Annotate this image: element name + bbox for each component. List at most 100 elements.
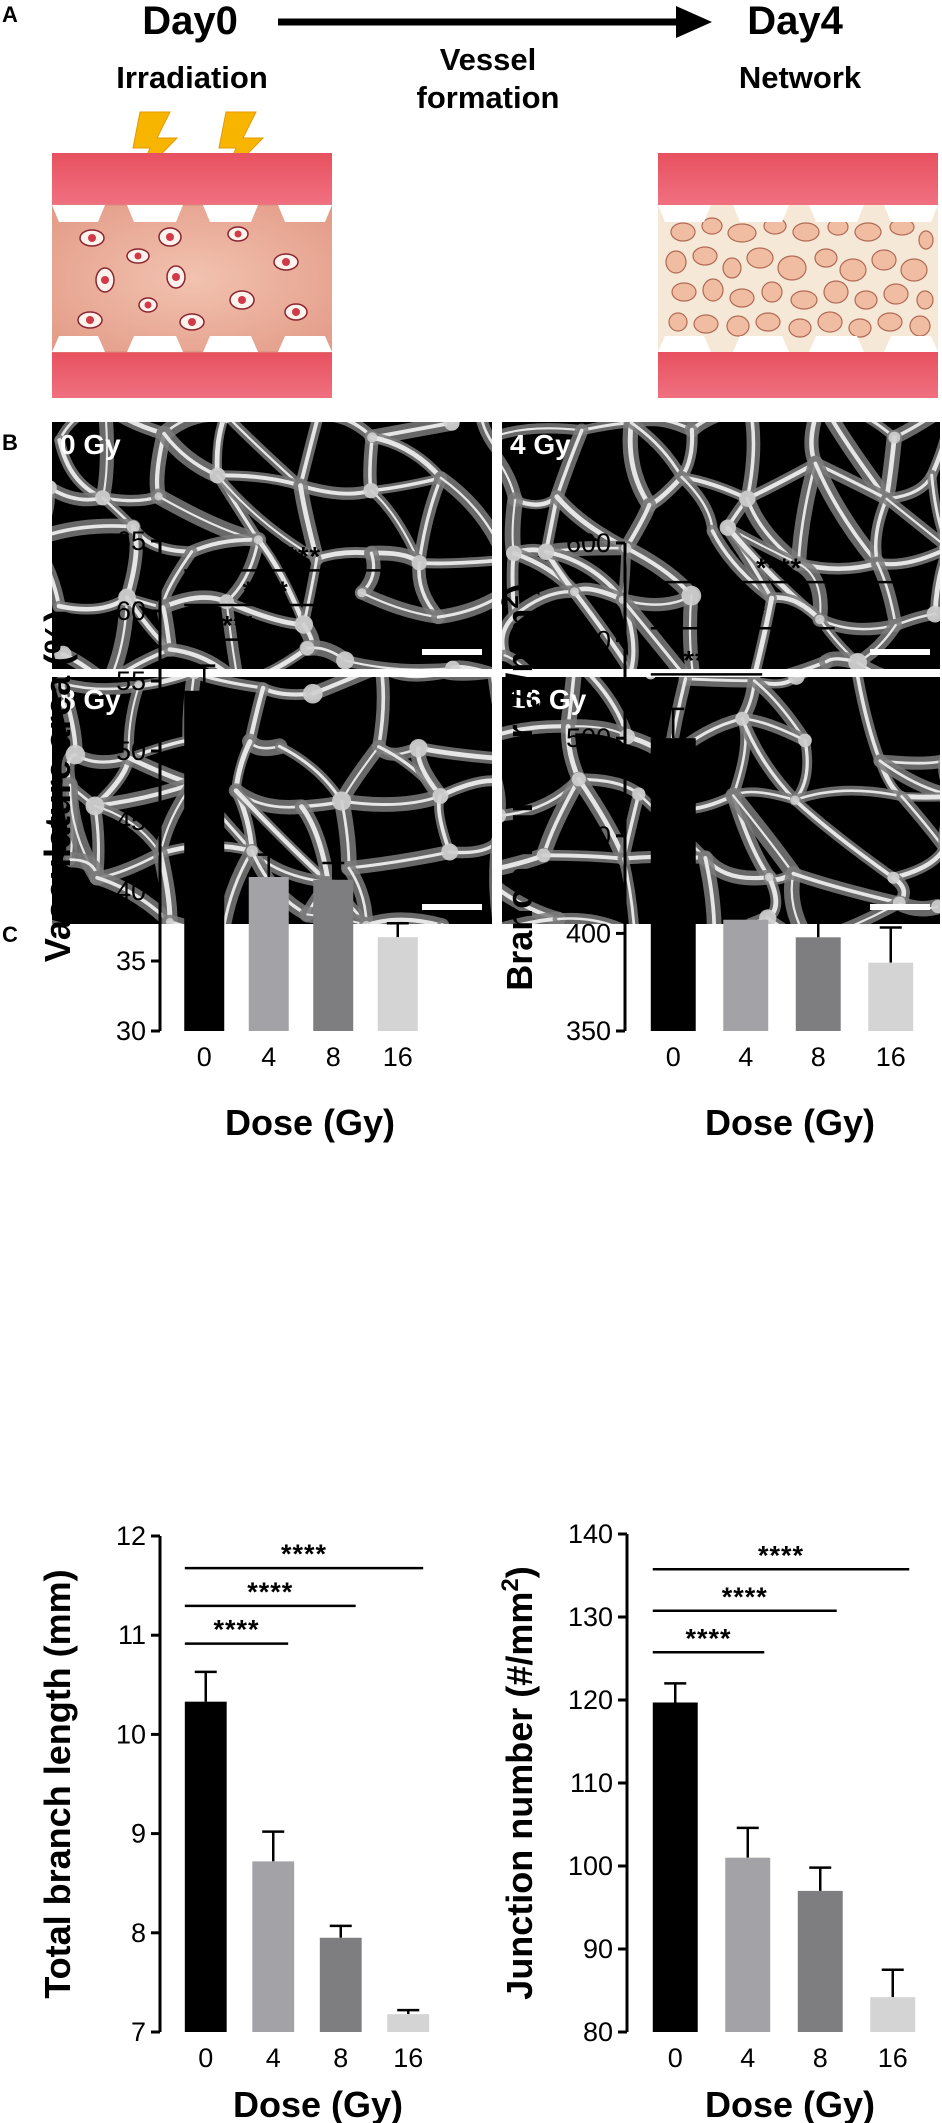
bar [797, 1890, 843, 2032]
y-axis-title: Branch number (#/mm2) [497, 583, 540, 990]
x-tick-label: 8 [813, 2043, 828, 2073]
dose-label: 4 Gy [510, 429, 571, 460]
x-tick-label: 16 [876, 1042, 906, 1072]
dose-label: 16 Gy [510, 684, 587, 715]
y-tick-label: 450 [566, 821, 611, 851]
step-vessel-label-line2: formation [417, 80, 560, 115]
scale-bar [870, 904, 930, 910]
y-tick-label: 7 [131, 2017, 146, 2047]
significance-label: **** [281, 1539, 327, 1569]
y-tick-label: 80 [583, 2017, 613, 2047]
bar [795, 937, 841, 1031]
y-tick-label: 550 [566, 626, 611, 656]
step-vessel-label-line1: Vessel [440, 42, 537, 77]
significance-label: **** [683, 645, 729, 675]
x-axis-title: Dose (Gy) [705, 2084, 875, 2123]
y-tick-label: 35 [116, 946, 146, 976]
bar [652, 1702, 698, 2032]
panel-letter-a: A [2, 2, 18, 27]
bar [723, 919, 769, 1031]
bar-chart-junction-number: 80 90 100 110 120 130 140 0 4 8 16 **** **** **** Junc… [497, 1519, 916, 2123]
x-tick-label: 16 [393, 2043, 423, 2073]
x-axis-title: Dose (Gy) [233, 2084, 403, 2123]
y-tick-label: 350 [566, 1016, 611, 1046]
y-axis-title: Total branch length (mm) [37, 1569, 78, 1998]
y-tick-label: 11 [118, 1620, 146, 1650]
x-tick-label: 8 [811, 1042, 826, 1072]
scale-bar [870, 649, 930, 655]
x-tick-label: 0 [198, 2043, 213, 2073]
bar [377, 937, 418, 1031]
y-tick-label: 400 [566, 918, 611, 948]
chip-day4-network-diagram [658, 153, 938, 398]
y-tick-label: 45 [116, 806, 146, 836]
y-tick-label: 90 [583, 1934, 613, 1964]
y-tick-label: 500 [566, 723, 611, 753]
scale-bar [422, 904, 482, 910]
bar [650, 738, 696, 1031]
y-tick-label: 9 [131, 1819, 146, 1849]
bar-chart-vasculature-area: 30 35 40 45 50 55 60 65 0 4 8 16 **** **** **** Vascula… [37, 526, 418, 1143]
micrograph-tile: 16 Gy [502, 677, 940, 924]
y-axis-title: Junction number (#/mm2) [497, 1566, 540, 1999]
x-tick-label: 16 [383, 1042, 413, 1072]
right-arrow-icon [278, 6, 712, 38]
y-tick-label: 100 [568, 1851, 613, 1881]
y-tick-label: 8 [131, 1918, 146, 1948]
bar [184, 690, 225, 1031]
bar-chart-branch-number: 350 400 450 500 550 600 0 4 8 16 **** **** **** Branc… [497, 528, 914, 1143]
significance-label: **** [685, 1623, 731, 1653]
bar [725, 1857, 771, 2032]
y-tick-label: 10 [116, 1719, 146, 1749]
significance-label: **** [275, 541, 321, 571]
micrograph-tile: 4 Gy [502, 422, 940, 669]
x-tick-label: 4 [740, 2043, 755, 2073]
bar [313, 879, 354, 1031]
day-start-label: Day0 [142, 0, 238, 43]
chip-day0-diagram [52, 153, 332, 398]
bar [868, 962, 914, 1031]
bar [248, 877, 289, 1031]
y-tick-label: 65 [116, 526, 146, 556]
y-tick-label: 60 [116, 596, 146, 626]
y-tick-label: 55 [116, 666, 146, 696]
significance-label: **** [756, 553, 802, 583]
y-tick-label: 40 [116, 876, 146, 906]
panel-letter-c: C [2, 922, 18, 947]
bar [319, 1937, 362, 2032]
significance-label: **** [247, 1577, 293, 1607]
x-tick-label: 4 [266, 2043, 281, 2073]
y-tick-label: 12 [116, 1521, 146, 1551]
bar-chart-total-branch-length: 7 8 9 10 11 12 0 4 8 16 **** **** **** Total branch l… [37, 1521, 430, 2123]
micrograph-grid: 0 Gy 4 Gy 8 Gy 16 Gy [52, 422, 940, 924]
y-tick-label: 120 [568, 1685, 613, 1715]
significance-label: **** [758, 1540, 804, 1570]
y-tick-label: 140 [568, 1519, 613, 1549]
x-tick-label: 0 [666, 1042, 681, 1072]
scale-bar [422, 649, 482, 655]
step-network-label: Network [739, 60, 862, 95]
significance-label: **** [722, 1582, 768, 1612]
significance-label: **** [213, 1615, 259, 1645]
significance-label: **** [210, 611, 256, 641]
y-tick-label: 130 [568, 1602, 613, 1632]
micrograph-tile: 0 Gy [52, 422, 492, 669]
panel-letter-b: B [2, 430, 18, 455]
y-tick-label: 600 [566, 528, 611, 558]
x-tick-label: 8 [333, 2043, 348, 2073]
bar [870, 1997, 916, 2032]
y-axis-title: Vasculature area (%) [37, 610, 78, 962]
dose-label: 8 Gy [60, 684, 121, 715]
x-axis-title: Dose (Gy) [705, 1102, 875, 1143]
x-tick-label: 8 [326, 1042, 341, 1072]
bar [387, 2014, 430, 2032]
y-tick-label: 110 [570, 1768, 613, 1798]
significance-label: **** [720, 599, 766, 629]
y-tick-label: 50 [116, 736, 146, 766]
x-tick-label: 4 [738, 1042, 753, 1072]
significance-label: **** [243, 576, 289, 606]
x-tick-label: 4 [261, 1042, 276, 1072]
x-axis-title: Dose (Gy) [225, 1102, 395, 1143]
dose-label: 0 Gy [60, 429, 121, 460]
